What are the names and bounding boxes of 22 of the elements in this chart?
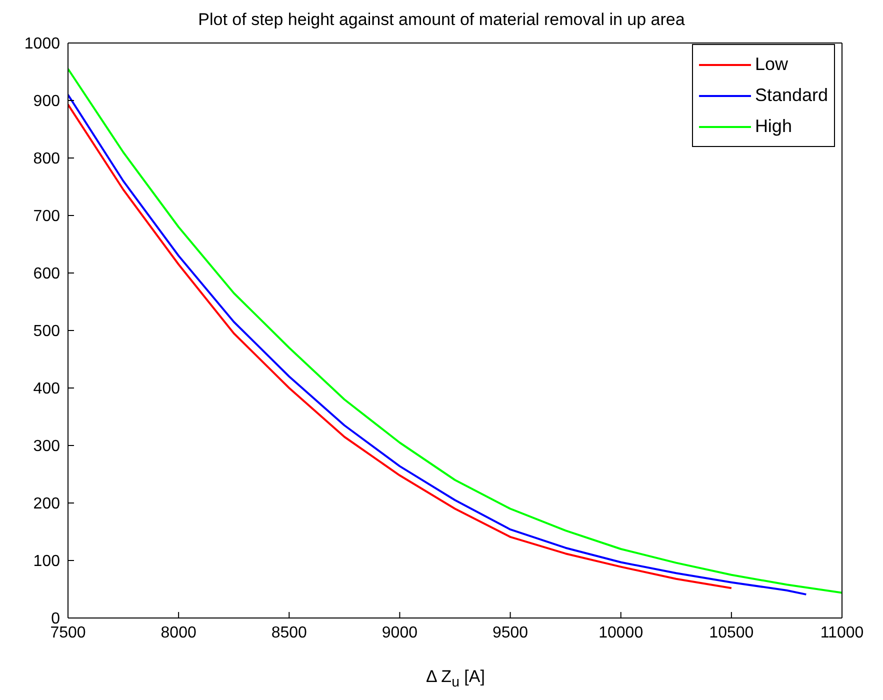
y-tick-label: 300 bbox=[33, 438, 60, 456]
y-tick-label: 800 bbox=[33, 150, 60, 168]
x-tick-label: 9500 bbox=[492, 624, 528, 642]
x-tick-label: 11000 bbox=[820, 624, 864, 642]
x-tick-label: 10500 bbox=[709, 624, 754, 642]
y-tick-label: 600 bbox=[33, 266, 60, 283]
y-tick-label: 1000 bbox=[24, 36, 60, 53]
x-tick-label: 9000 bbox=[382, 624, 418, 642]
legend-label: Standard bbox=[754, 85, 828, 106]
y-tick-label: 400 bbox=[33, 380, 60, 398]
x-axis-title: Δ Z$_{u}$ [A] bbox=[425, 666, 486, 690]
chart-title: Plot of step height against amount of material removal in up area bbox=[197, 10, 686, 30]
x-tick-label: 8000 bbox=[160, 624, 196, 642]
x-tick-label: 10000 bbox=[598, 624, 644, 642]
y-tick-label: 200 bbox=[33, 496, 60, 513]
y-tick-label: 500 bbox=[33, 323, 60, 340]
x-tick-label: 8500 bbox=[271, 624, 308, 642]
legend-label: High bbox=[754, 116, 792, 137]
y-tick-label: 100 bbox=[33, 553, 60, 570]
y-tick-label: 900 bbox=[33, 93, 60, 110]
legend-label: Low bbox=[754, 54, 788, 75]
y-tick-label: 700 bbox=[33, 208, 60, 226]
